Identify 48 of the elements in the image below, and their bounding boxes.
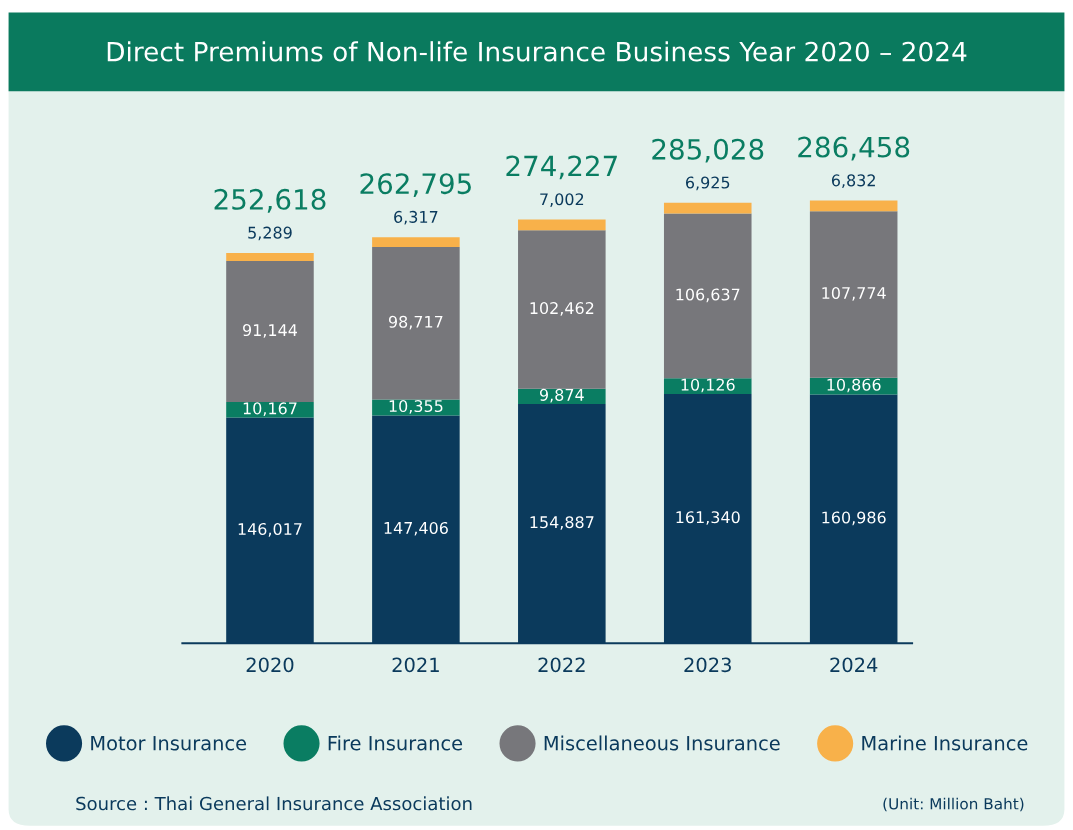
bar (809, 211, 898, 378)
bar (518, 219, 606, 231)
total-label: 274,227 (506, 155, 617, 180)
total-label: 285,028 (652, 138, 764, 163)
data-label: 5,289 (248, 226, 292, 241)
data-label: 10,355 (389, 400, 443, 414)
total-label: 286,458 (798, 136, 910, 161)
data-label: 6,925 (686, 176, 730, 191)
data-label: 102,462 (530, 302, 594, 316)
data-label: 91,144 (243, 324, 298, 338)
x-tick-label: 2024 (830, 657, 878, 673)
bar (663, 213, 752, 379)
data-label: 9,874 (539, 388, 584, 403)
text: (Unit: Million Baht) (883, 797, 1024, 812)
data-label: 6,832 (831, 174, 875, 189)
bar (518, 230, 606, 389)
data-label: 154,887 (530, 516, 594, 530)
legend-label: Miscellaneous Insurance (544, 735, 780, 751)
x-tick-label: 2021 (392, 657, 439, 673)
bar (663, 202, 752, 214)
total-label: 262,795 (360, 173, 471, 197)
source-note: Source : Thai General Insurance Association (76, 796, 472, 811)
data-label: 7,002 (540, 193, 584, 207)
data-label: 10,167 (243, 402, 297, 417)
bar (226, 401, 314, 418)
legend-label: Fire Insurance (328, 735, 463, 751)
x-tick-label: 2020 (246, 657, 294, 673)
data-label: 10,866 (827, 378, 881, 393)
data-label: 98,717 (388, 315, 443, 330)
bar (226, 261, 314, 402)
bar (226, 252, 314, 262)
x-tick-label: 2022 (538, 657, 585, 673)
data-label: 106,637 (676, 288, 740, 303)
data-label: 146,017 (238, 522, 302, 537)
data-label: 6,317 (394, 210, 438, 225)
x-tick-label: 2023 (684, 657, 731, 673)
data-label: 107,774 (822, 286, 886, 301)
data-label: 147,406 (384, 521, 448, 536)
bar (809, 200, 898, 212)
data-label: 10,126 (681, 378, 735, 393)
bar (372, 246, 460, 400)
data-label: 161,340 (676, 511, 740, 525)
data-label: 160,986 (822, 511, 886, 526)
legend-label: Marine Insurance (862, 735, 1028, 751)
bar (372, 237, 460, 247)
total-label: 252,618 (214, 188, 326, 213)
chart-title: Direct Premiums of Non-life Insurance Business Year 2020 – 2024 (107, 41, 967, 62)
legend-label: Motor Insurance (91, 736, 247, 751)
